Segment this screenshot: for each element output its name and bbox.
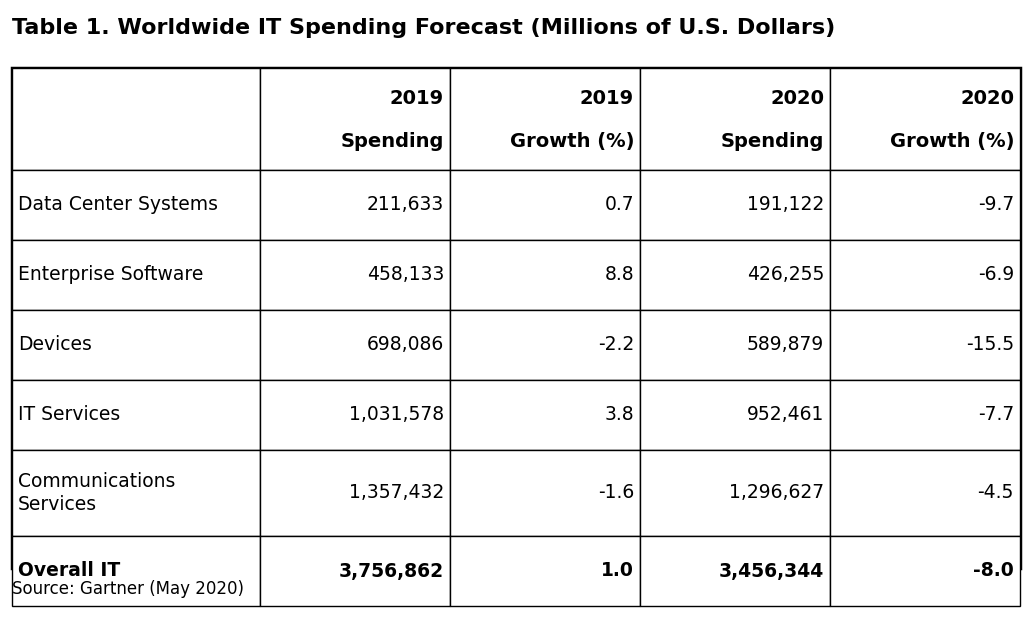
Text: Table 1. Worldwide IT Spending Forecast (Millions of U.S. Dollars): Table 1. Worldwide IT Spending Forecast … bbox=[12, 18, 836, 38]
Bar bbox=[640, 310, 830, 380]
Bar bbox=[12, 170, 260, 240]
Bar bbox=[12, 310, 260, 380]
Text: 458,133: 458,133 bbox=[367, 266, 444, 284]
Text: -15.5: -15.5 bbox=[966, 336, 1014, 354]
Text: Growth (%): Growth (%) bbox=[510, 132, 634, 151]
Text: 0.7: 0.7 bbox=[604, 196, 634, 214]
Text: -1.6: -1.6 bbox=[598, 484, 634, 502]
Text: 2020: 2020 bbox=[770, 89, 824, 108]
Bar bbox=[450, 450, 640, 536]
Text: Growth (%): Growth (%) bbox=[890, 132, 1014, 151]
Bar bbox=[640, 240, 830, 310]
Text: Overall IT: Overall IT bbox=[18, 561, 120, 581]
Bar bbox=[12, 450, 260, 536]
Text: Spending: Spending bbox=[721, 132, 824, 151]
Text: Spending: Spending bbox=[341, 132, 444, 151]
Text: 3.8: 3.8 bbox=[604, 406, 634, 424]
Text: 426,255: 426,255 bbox=[746, 266, 824, 284]
Text: Data Center Systems: Data Center Systems bbox=[18, 196, 218, 214]
Text: 8.8: 8.8 bbox=[604, 266, 634, 284]
Bar bbox=[450, 170, 640, 240]
Text: 191,122: 191,122 bbox=[746, 196, 824, 214]
Text: 952,461: 952,461 bbox=[746, 406, 824, 424]
Text: -4.5: -4.5 bbox=[978, 484, 1014, 502]
Text: Communications
Services: Communications Services bbox=[18, 472, 175, 514]
Bar bbox=[830, 170, 1020, 240]
Text: 2019: 2019 bbox=[580, 89, 634, 108]
Bar bbox=[12, 68, 260, 170]
Text: Enterprise Software: Enterprise Software bbox=[18, 266, 204, 284]
Bar bbox=[830, 68, 1020, 170]
Bar bbox=[260, 536, 450, 606]
Bar bbox=[830, 380, 1020, 450]
Text: -8.0: -8.0 bbox=[973, 561, 1014, 581]
Bar bbox=[640, 170, 830, 240]
Bar bbox=[450, 310, 640, 380]
Text: Source: Gartner (May 2020): Source: Gartner (May 2020) bbox=[12, 580, 244, 598]
Bar bbox=[450, 380, 640, 450]
Text: 1,031,578: 1,031,578 bbox=[349, 406, 444, 424]
Text: 1,357,432: 1,357,432 bbox=[349, 484, 444, 502]
Text: 698,086: 698,086 bbox=[367, 336, 444, 354]
Text: 3,756,862: 3,756,862 bbox=[339, 561, 444, 581]
Bar bbox=[640, 68, 830, 170]
Bar bbox=[830, 536, 1020, 606]
Bar bbox=[260, 450, 450, 536]
Text: -9.7: -9.7 bbox=[978, 196, 1014, 214]
Text: 1.0: 1.0 bbox=[601, 561, 634, 581]
Bar bbox=[260, 170, 450, 240]
Bar bbox=[640, 536, 830, 606]
Bar bbox=[640, 450, 830, 536]
Bar bbox=[12, 68, 1020, 568]
Text: -7.7: -7.7 bbox=[978, 406, 1014, 424]
Text: 1,296,627: 1,296,627 bbox=[729, 484, 824, 502]
Bar bbox=[830, 450, 1020, 536]
Text: 3,456,344: 3,456,344 bbox=[719, 561, 824, 581]
Text: 2019: 2019 bbox=[390, 89, 444, 108]
Bar bbox=[450, 536, 640, 606]
Text: -2.2: -2.2 bbox=[598, 336, 634, 354]
Bar bbox=[450, 68, 640, 170]
Text: Devices: Devices bbox=[18, 336, 92, 354]
Bar bbox=[260, 68, 450, 170]
Bar bbox=[260, 310, 450, 380]
Bar bbox=[450, 240, 640, 310]
Text: 589,879: 589,879 bbox=[746, 336, 824, 354]
Bar bbox=[260, 380, 450, 450]
Text: -6.9: -6.9 bbox=[978, 266, 1014, 284]
Bar bbox=[830, 310, 1020, 380]
Text: IT Services: IT Services bbox=[18, 406, 120, 424]
Text: 211,633: 211,633 bbox=[367, 196, 444, 214]
Bar bbox=[830, 240, 1020, 310]
Bar bbox=[12, 240, 260, 310]
Bar bbox=[260, 240, 450, 310]
Bar bbox=[12, 380, 260, 450]
Bar bbox=[640, 380, 830, 450]
Text: 2020: 2020 bbox=[961, 89, 1014, 108]
Bar bbox=[12, 536, 260, 606]
